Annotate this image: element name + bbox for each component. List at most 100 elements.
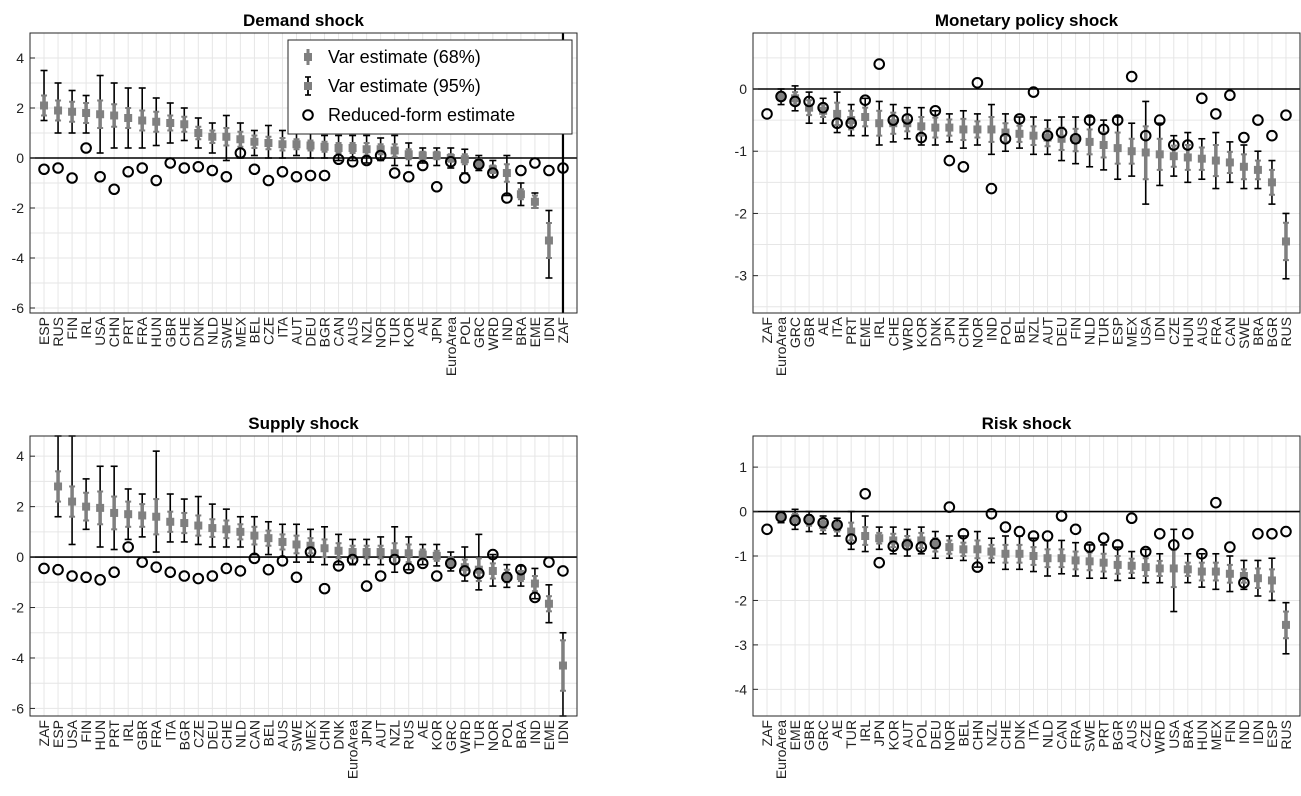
- var-point: [264, 534, 273, 543]
- reduced-form-point: [38, 562, 50, 575]
- var-point: [1015, 549, 1024, 558]
- var-point: [460, 563, 469, 572]
- x-tick-label: BRA: [1180, 719, 1196, 748]
- x-tick-label: ITA: [162, 719, 178, 740]
- var-point: [1211, 567, 1220, 576]
- reduced-form-point: [887, 114, 900, 126]
- reduced-form-point: [80, 142, 92, 154]
- var-point: [1085, 557, 1094, 566]
- x-tick-label: RUS: [50, 317, 66, 347]
- y-tick-label: -1: [735, 548, 748, 564]
- reduced-form-point: [789, 514, 801, 527]
- reduced-form-point: [1210, 108, 1222, 120]
- x-tick-label: DEU: [303, 317, 319, 347]
- var-point: [348, 548, 357, 557]
- var-point: [1253, 165, 1262, 174]
- var-point: [959, 545, 968, 554]
- var-point: [1015, 129, 1024, 138]
- x-tick-label: AUT: [1040, 317, 1056, 345]
- var-point: [460, 155, 469, 164]
- x-tick-label: CHE: [997, 720, 1013, 750]
- var-point: [152, 117, 161, 126]
- reduced-form-point: [416, 557, 429, 570]
- var-point: [917, 122, 926, 131]
- reduced-form-point: [80, 571, 92, 584]
- var-point: [110, 508, 119, 517]
- reduced-form-point: [529, 157, 541, 169]
- x-tick-label: AUS: [274, 720, 290, 749]
- x-tick-label: GRC: [443, 720, 459, 751]
- reduced-form-point: [192, 572, 205, 585]
- x-tick-label: SWE: [288, 720, 304, 752]
- x-tick-label: CHE: [218, 720, 234, 750]
- reduced-form-point: [304, 169, 317, 182]
- var-point: [777, 92, 786, 101]
- var-point: [1225, 569, 1234, 578]
- var-point: [1169, 152, 1178, 161]
- reduced-form-point: [831, 519, 843, 531]
- var-point: [432, 151, 441, 160]
- reduced-form-point: [971, 76, 984, 89]
- y-tick-label: 0: [739, 81, 747, 97]
- var-point: [404, 150, 413, 159]
- x-tick-label: JPN: [429, 317, 445, 343]
- var-point: [847, 527, 856, 536]
- var-point: [1001, 549, 1010, 558]
- x-tick-label: CHE: [176, 317, 192, 347]
- reduced-form-point: [761, 523, 773, 536]
- legend-marker-var95-point: [304, 82, 312, 90]
- x-tick-label: MEX: [303, 719, 319, 750]
- reduced-form-point: [957, 527, 970, 540]
- var-point: [292, 540, 301, 549]
- reduced-form-point: [859, 487, 872, 500]
- var-point: [474, 565, 483, 574]
- x-tick-label: ITA: [274, 316, 290, 337]
- x-tick-label: BEL: [955, 720, 971, 747]
- reduced-form-point: [262, 563, 275, 576]
- var-point: [861, 532, 870, 540]
- reduced-form-point: [887, 540, 900, 553]
- reduced-form-point: [388, 167, 401, 179]
- var-point: [166, 517, 175, 526]
- reduced-form-point: [515, 164, 527, 177]
- x-tick-label: CHN: [955, 317, 971, 347]
- x-tick-label: EuroArea: [773, 317, 789, 376]
- reduced-form-point: [276, 165, 289, 178]
- var-point: [1141, 148, 1150, 157]
- var-point: [292, 140, 301, 149]
- y-tick-label: -3: [735, 268, 748, 284]
- var-point: [82, 109, 91, 117]
- var-point: [931, 123, 940, 132]
- x-tick-label: DEU: [1054, 317, 1070, 347]
- x-tick-label: NLD: [204, 317, 220, 345]
- var-point: [1155, 150, 1164, 159]
- y-tick-label: -6: [12, 300, 25, 316]
- y-tick-label: 2: [16, 100, 24, 116]
- x-tick-label: FRA: [1068, 719, 1084, 748]
- reduced-form-point: [985, 507, 998, 520]
- y-tick-label: 0: [739, 504, 747, 520]
- x-tick-label: WRD: [1152, 720, 1168, 753]
- y-tick-label: 4: [16, 448, 24, 464]
- var-point: [1253, 574, 1262, 583]
- var-point: [68, 107, 77, 116]
- reduced-form-point: [803, 95, 815, 108]
- reduced-form-point: [1238, 131, 1250, 144]
- reduced-form-point: [234, 147, 247, 159]
- reduced-form-point: [1097, 123, 1110, 136]
- var-point: [362, 145, 371, 154]
- reduced-form-point: [557, 162, 569, 174]
- var-point: [1071, 556, 1080, 565]
- reduced-form-point: [150, 174, 163, 187]
- reduced-form-point: [1083, 114, 1096, 126]
- x-tick-label: GBR: [134, 720, 150, 750]
- var-point: [1057, 134, 1066, 143]
- var-point: [544, 599, 553, 608]
- var-point: [334, 546, 343, 555]
- legend-label: Reduced-form estimate: [328, 105, 515, 125]
- x-tick-label: EuroArea: [773, 720, 789, 779]
- reduced-form-point: [108, 183, 120, 196]
- var-point: [432, 551, 441, 560]
- reduced-form-point: [276, 555, 289, 567]
- var-point: [1043, 133, 1052, 142]
